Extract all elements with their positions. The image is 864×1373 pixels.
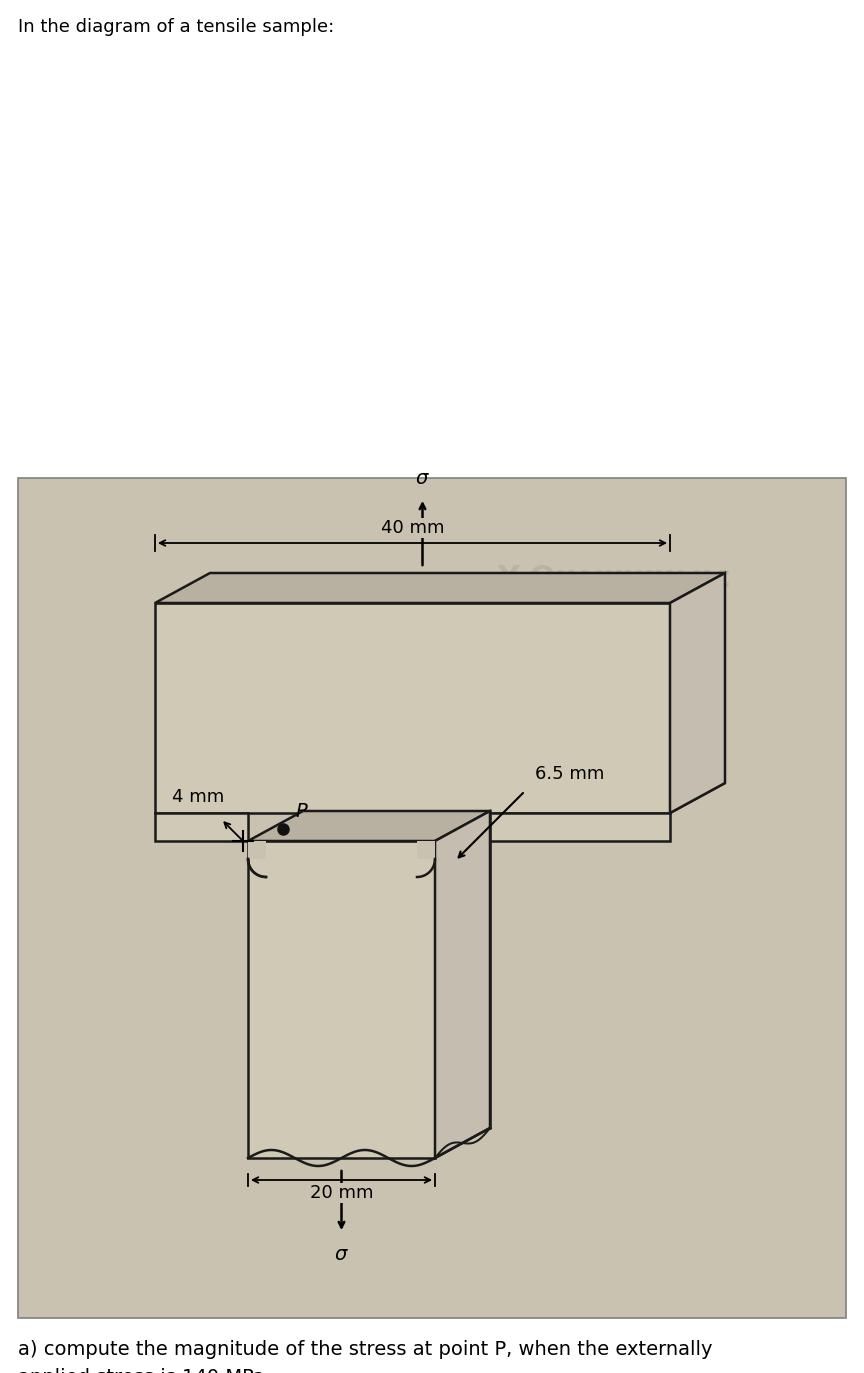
Text: 20 mm: 20 mm bbox=[310, 1184, 373, 1201]
Polygon shape bbox=[248, 842, 266, 859]
Text: σ: σ bbox=[334, 1245, 346, 1265]
Polygon shape bbox=[155, 603, 670, 813]
Text: σ: σ bbox=[416, 470, 428, 487]
Polygon shape bbox=[248, 811, 490, 842]
Bar bbox=[18, 478, 846, 1318]
Polygon shape bbox=[155, 783, 303, 813]
Text: of Materials Engineering: of Materials Engineering bbox=[487, 654, 708, 671]
Polygon shape bbox=[155, 813, 248, 842]
Text: Y Oᴜᴀᴡᴉᴋᴎᴌᴎᴄ: Y Oᴜᴀᴡᴉᴋᴎᴌᴎᴄ bbox=[498, 564, 731, 593]
Text: 40 mm: 40 mm bbox=[381, 519, 444, 537]
Text: a) compute the magnitude of the stress at point P, when the externally
applied s: a) compute the magnitude of the stress a… bbox=[18, 1340, 713, 1373]
Polygon shape bbox=[155, 573, 725, 603]
Polygon shape bbox=[417, 842, 435, 859]
Polygon shape bbox=[435, 783, 725, 813]
Polygon shape bbox=[248, 842, 435, 1157]
Polygon shape bbox=[435, 813, 670, 842]
Text: 4 mm: 4 mm bbox=[172, 788, 224, 806]
Polygon shape bbox=[670, 573, 725, 813]
Text: 6.5 mm: 6.5 mm bbox=[535, 765, 605, 783]
Text: P: P bbox=[295, 802, 307, 821]
Text: In the diagram of a tensile sample:: In the diagram of a tensile sample: bbox=[18, 18, 334, 36]
Polygon shape bbox=[435, 811, 490, 1157]
